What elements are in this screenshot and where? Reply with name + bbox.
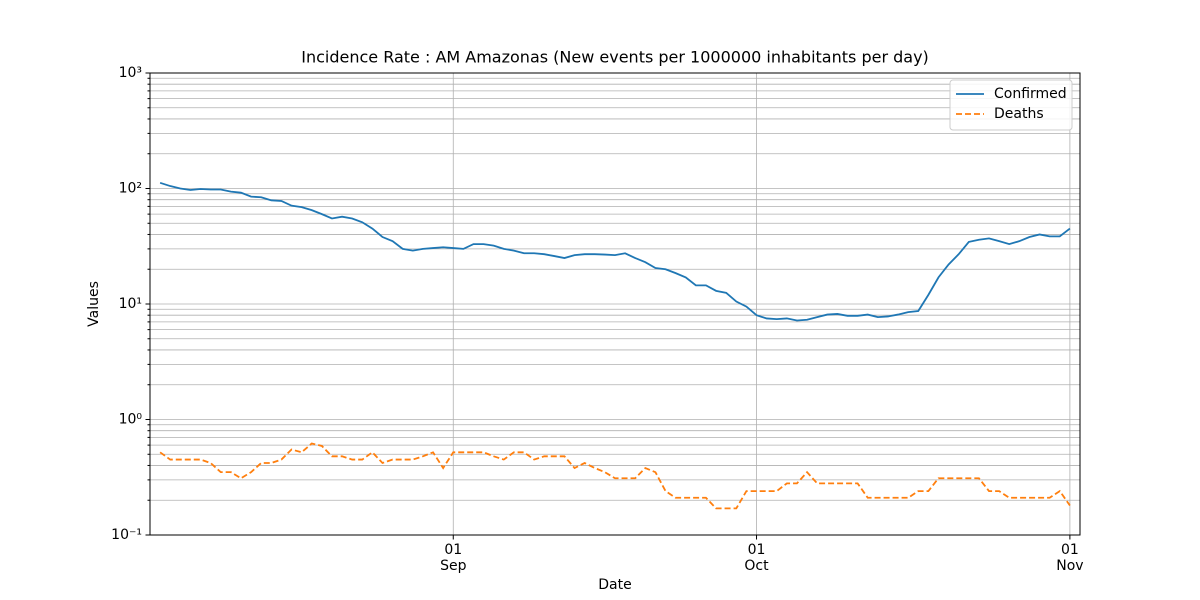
legend-label: Confirmed [994, 86, 1067, 102]
x-tick-label: Nov [1056, 558, 1083, 574]
legend-label: Deaths [994, 106, 1044, 122]
y-tick-label: 10¹ [119, 296, 142, 312]
x-tick-label: 01 [748, 542, 766, 558]
line-series [159, 181, 1071, 322]
y-tick-label: 10² [119, 181, 142, 197]
line-series [159, 442, 1071, 510]
y-axis-label: Values [86, 281, 102, 327]
x-tick-label: 01 [444, 542, 462, 558]
y-tick-label: 10⁻¹ [111, 527, 142, 543]
y-tick-label: 10³ [119, 65, 142, 81]
x-tick-label: 01 [1061, 542, 1079, 558]
plot-lines [159, 181, 1071, 510]
plot-frame [149, 72, 1081, 536]
x-axis-label: Date [598, 577, 631, 593]
x-tick-label: Sep [440, 558, 467, 574]
x-tick-label: Oct [744, 558, 769, 574]
legend-box [949, 79, 1073, 131]
y-tick-label: 10⁰ [119, 412, 143, 428]
chart-title: Incidence Rate : AM Amazonas (New events… [301, 48, 929, 67]
